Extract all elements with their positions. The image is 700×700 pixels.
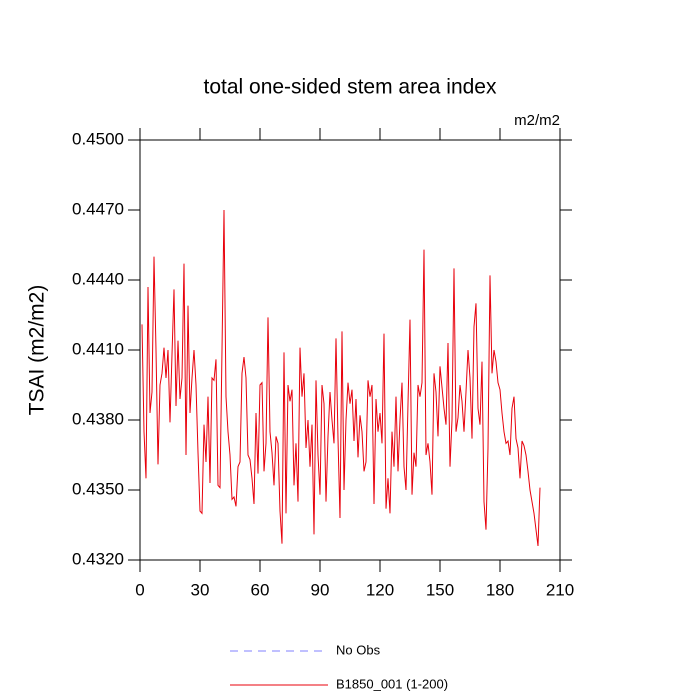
x-tick-label: 180 xyxy=(486,580,514,599)
x-tick-label: 90 xyxy=(311,580,330,599)
y-tick-label: 0.4350 xyxy=(72,479,124,498)
y-tick-label: 0.4380 xyxy=(72,409,124,428)
y-tick-label: 0.4320 xyxy=(72,549,124,568)
y-tick-label: 0.4470 xyxy=(72,199,124,218)
legend-label: B1850_001 (1-200) xyxy=(336,676,448,691)
plot-frame xyxy=(139,139,561,561)
x-tick-label: 30 xyxy=(191,580,210,599)
data-line xyxy=(141,209,541,547)
y-tick-label: 0.4500 xyxy=(72,129,124,148)
x-tick-label: 120 xyxy=(366,580,394,599)
y-tick-label: 0.4410 xyxy=(72,339,124,358)
x-tick-label: 0 xyxy=(135,580,144,599)
y-axis-label: TSAI (m2/m2) xyxy=(26,285,49,416)
chart-title: total one-sided stem area index xyxy=(203,76,497,99)
x-tick-label: 210 xyxy=(546,580,574,599)
legend-label: No Obs xyxy=(336,642,381,657)
x-tick-label: 60 xyxy=(251,580,270,599)
y-tick-label: 0.4440 xyxy=(72,269,124,288)
x-tick-label: 150 xyxy=(426,580,454,599)
unit-label: m2/m2 xyxy=(514,112,560,129)
